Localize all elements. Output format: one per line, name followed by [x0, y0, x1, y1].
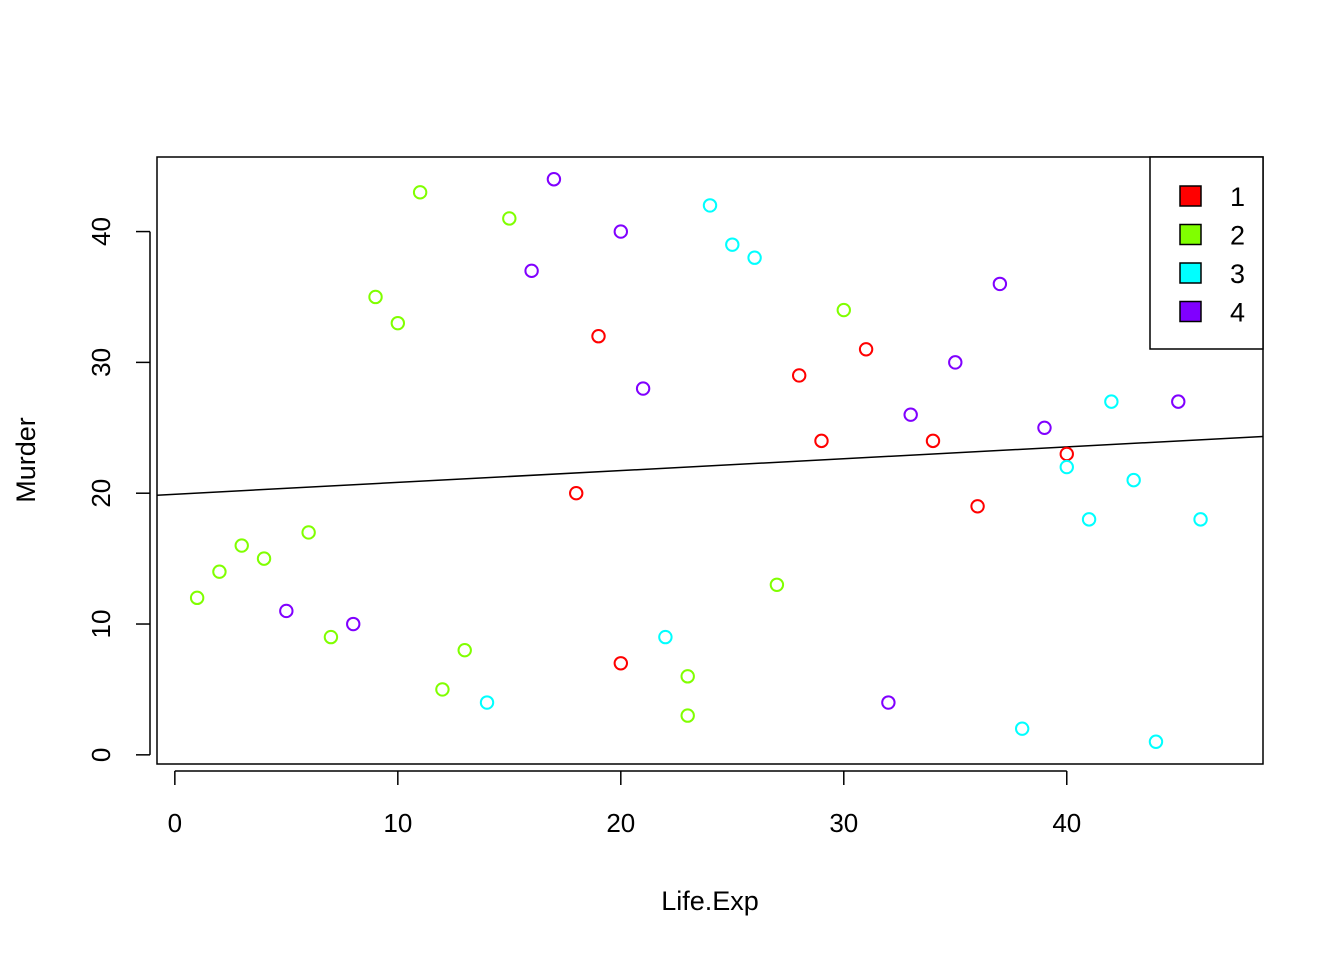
data-point-group-1: [569, 486, 584, 501]
y-tick-label: 30: [86, 348, 116, 377]
y-axis-label: Murder: [11, 417, 41, 503]
y-tick-label: 10: [86, 610, 116, 639]
data-point-group-3: [1059, 459, 1074, 475]
legend-swatch-3: [1179, 262, 1202, 284]
data-point-group-3: [479, 695, 495, 710]
legend-label-4: 4: [1230, 298, 1245, 328]
data-point-group-1: [613, 656, 629, 671]
data-point-group-3: [1148, 734, 1164, 749]
data-point-group-1: [591, 329, 606, 344]
data-point-group-4: [948, 355, 963, 370]
points-layer: [189, 172, 1208, 749]
fit-line-layer: [156, 435, 1264, 496]
x-tick-label: 20: [606, 808, 635, 838]
data-point-group-3: [1126, 472, 1141, 488]
data-point-group-1: [925, 433, 941, 449]
data-point-group-4: [346, 616, 361, 632]
data-point-group-3: [725, 237, 740, 252]
data-point-group-3: [1014, 721, 1030, 736]
data-point-group-2: [502, 211, 517, 226]
data-point-group-3: [1104, 394, 1119, 409]
x-tick-label: 40: [1052, 808, 1081, 838]
data-point-group-4: [546, 172, 562, 187]
data-point-group-4: [992, 276, 1008, 292]
data-point-group-2: [368, 289, 383, 305]
data-point-group-2: [189, 590, 205, 606]
data-point-group-2: [234, 538, 249, 553]
fit-line: [156, 435, 1264, 496]
x-tick-label: 0: [168, 808, 182, 838]
data-point-group-3: [702, 198, 718, 213]
x-axis-label: Life.Exp: [661, 886, 759, 916]
legend: 1 2 3 4: [1149, 156, 1264, 350]
data-point-group-2: [457, 642, 472, 658]
y-axis: 0 10 20 30 40: [86, 217, 151, 762]
data-point-group-3: [1193, 512, 1208, 527]
legend-label-3: 3: [1230, 259, 1245, 289]
data-point-group-2: [301, 525, 316, 540]
legend-swatch-2: [1179, 223, 1202, 246]
legend-label-1: 1: [1230, 182, 1245, 212]
data-point-group-2: [412, 185, 428, 200]
data-point-group-4: [635, 381, 651, 396]
plot-frame: [156, 156, 1264, 765]
data-point-group-2: [323, 629, 339, 645]
x-axis: 0 10 20 30 40: [168, 770, 1081, 838]
legend-swatch-1: [1179, 185, 1202, 207]
data-point-group-4: [279, 603, 294, 619]
legend-box: [1149, 156, 1264, 350]
y-tick-label: 0: [86, 748, 116, 762]
data-point-group-3: [658, 629, 673, 645]
x-tick-label: 30: [829, 808, 858, 838]
data-point-group-2: [256, 551, 272, 566]
data-point-group-2: [836, 302, 851, 318]
data-point-group-2: [212, 564, 227, 579]
legend-swatch-4: [1179, 300, 1202, 323]
x-tick-label: 10: [383, 808, 412, 838]
data-point-group-3: [747, 250, 762, 265]
data-point-group-1: [814, 433, 829, 449]
y-tick-label: 20: [86, 479, 116, 508]
legend-label-2: 2: [1230, 221, 1245, 251]
data-point-group-4: [881, 695, 896, 710]
data-point-group-2: [769, 577, 785, 592]
data-point-group-2: [435, 682, 450, 697]
data-point-group-1: [970, 499, 985, 514]
data-point-group-4: [613, 224, 629, 239]
y-tick-label: 40: [86, 217, 116, 246]
data-point-group-1: [791, 368, 807, 383]
data-point-group-1: [858, 342, 874, 357]
data-point-group-2: [680, 669, 695, 684]
data-point-group-4: [524, 263, 539, 279]
data-point-group-4: [1037, 420, 1052, 435]
data-point-group-4: [903, 407, 918, 422]
data-point-group-4: [1171, 394, 1186, 409]
data-point-group-2: [680, 708, 695, 723]
data-point-group-2: [390, 315, 406, 331]
data-point-group-3: [1081, 512, 1097, 527]
